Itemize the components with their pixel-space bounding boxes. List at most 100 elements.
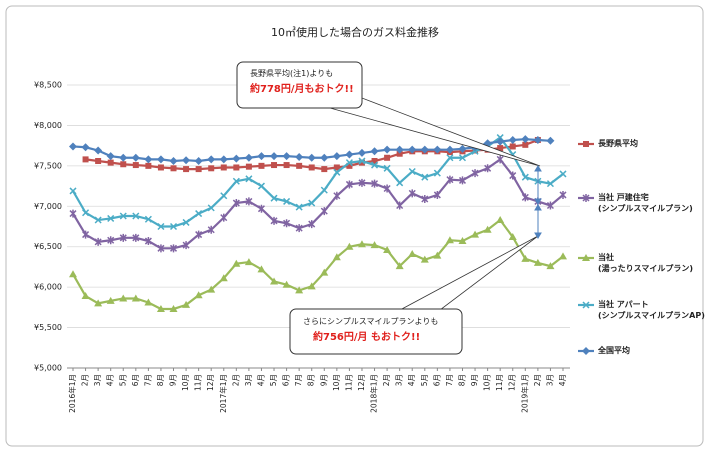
marker (582, 254, 590, 261)
marker (132, 233, 140, 242)
marker (271, 162, 278, 169)
x-tick-label: 9月 (319, 374, 328, 386)
x-tick-label: 11月 (495, 374, 504, 391)
marker (232, 177, 240, 185)
x-tick-label: 11月 (194, 374, 203, 391)
marker (546, 262, 555, 270)
marker (307, 282, 316, 290)
y-tick-label: ¥7,500 (34, 161, 62, 170)
marker (308, 164, 315, 171)
legend-label: 当社 戸建住宅 (シンプルスマイルプラン) (598, 193, 693, 213)
marker (94, 216, 102, 224)
chart-frame (5, 5, 704, 447)
marker (82, 156, 89, 163)
marker (320, 153, 329, 162)
marker (358, 159, 365, 166)
x-tick-label: 4月 (407, 374, 416, 386)
marker (458, 237, 467, 245)
marker (257, 152, 266, 161)
marker (219, 155, 228, 164)
x-tick-label: 2月 (382, 374, 391, 386)
x-tick-label: 8月 (307, 374, 316, 386)
marker (107, 236, 115, 245)
marker (508, 135, 517, 144)
x-tick-label: 2月 (231, 374, 240, 386)
callout-text: 長野県平均(注1)よりも (250, 69, 334, 78)
marker (169, 244, 178, 253)
x-tick-label: 12月 (357, 374, 366, 391)
marker (207, 155, 216, 164)
marker (371, 179, 379, 188)
marker (357, 148, 366, 157)
marker (107, 214, 115, 222)
marker (144, 298, 153, 306)
marker (446, 154, 454, 162)
marker (156, 304, 165, 312)
marker (521, 135, 530, 144)
marker (521, 173, 529, 181)
x-tick-label: 2017年1月 (218, 374, 228, 413)
marker (119, 294, 128, 302)
marker (395, 145, 404, 154)
x-tick-label: 3月 (545, 374, 554, 386)
marker (257, 182, 265, 190)
marker (270, 194, 278, 202)
marker (458, 154, 467, 162)
marker (144, 155, 153, 164)
marker (471, 230, 480, 238)
marker (345, 150, 354, 159)
marker (69, 209, 77, 218)
marker (333, 164, 340, 171)
marker (345, 159, 353, 167)
marker (132, 212, 140, 220)
marker (82, 209, 90, 217)
marker (169, 157, 178, 166)
x-tick-label: 7月 (445, 374, 454, 386)
marker (282, 152, 291, 161)
marker (396, 179, 404, 187)
marker (257, 265, 266, 273)
marker (508, 233, 517, 241)
marker (358, 157, 366, 165)
marker (332, 152, 341, 161)
legend-label: 全国平均 (598, 346, 630, 355)
marker (258, 162, 265, 169)
marker (582, 194, 590, 202)
marker (244, 153, 253, 162)
marker (208, 165, 215, 172)
marker (194, 157, 203, 166)
x-tick-label: 3月 (244, 374, 253, 386)
marker (509, 143, 516, 150)
x-tick-label: 10月 (332, 374, 341, 391)
x-tick-label: 4月 (106, 374, 115, 386)
marker (496, 155, 504, 164)
marker (509, 171, 517, 180)
callout-text: さらにシンプルスマイルプランよりも (303, 317, 439, 326)
marker (496, 137, 505, 146)
marker (307, 153, 316, 162)
marker (69, 270, 77, 278)
marker (320, 207, 328, 216)
marker (232, 259, 241, 267)
marker (195, 166, 202, 173)
y-tick-label: ¥7,000 (34, 202, 62, 211)
marker (384, 154, 391, 161)
marker (582, 347, 590, 355)
y-tick-label: ¥6,500 (34, 242, 62, 251)
marker (244, 258, 253, 266)
marker (433, 251, 442, 259)
marker (408, 145, 417, 154)
marker (496, 216, 505, 224)
difference-arrow (534, 165, 542, 239)
x-tick-label: 4月 (558, 374, 567, 386)
marker (69, 187, 77, 195)
marker (245, 197, 253, 206)
marker (445, 145, 454, 154)
x-tick-label: 4月 (256, 374, 265, 386)
legend-label: 当社 アパート (シンプルスマイルプランAP) (598, 300, 705, 320)
marker (533, 135, 542, 144)
callout-highlight: 約756円/月 もおトク!! (313, 332, 421, 343)
marker (433, 169, 441, 177)
marker (157, 222, 165, 231)
